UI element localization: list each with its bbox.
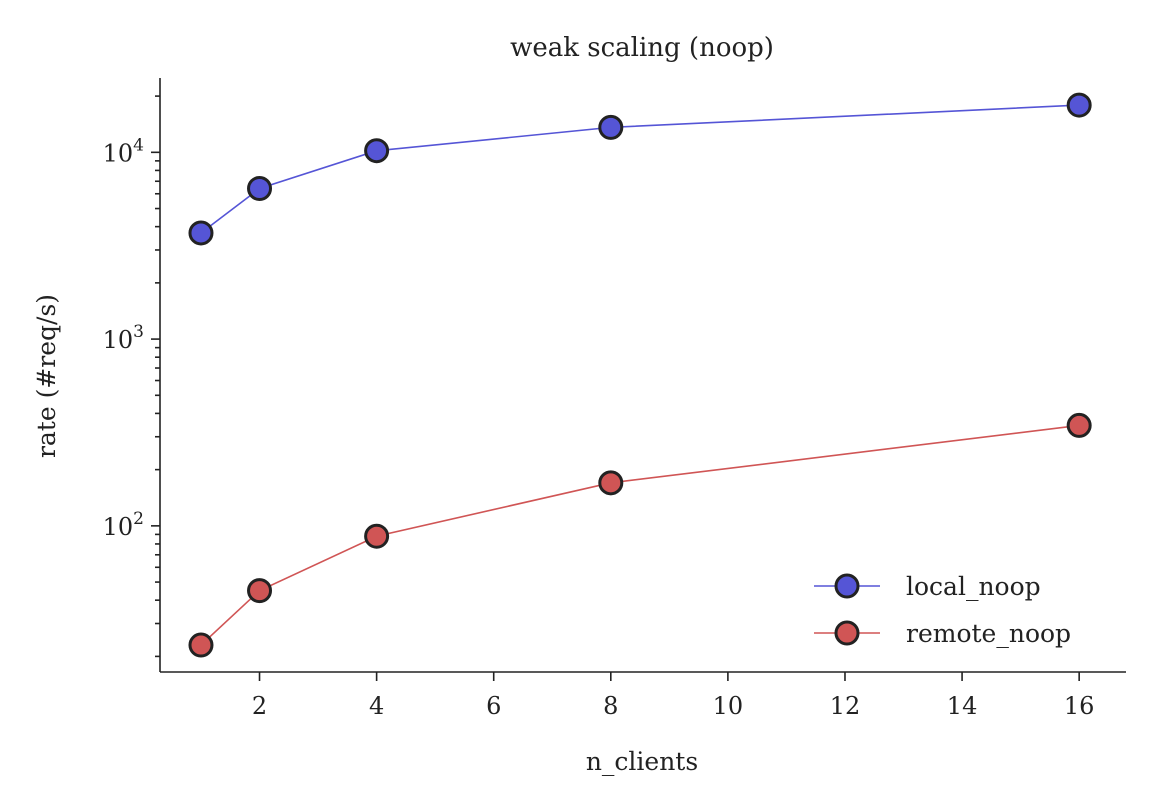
y-tick-base: 10 <box>103 139 134 167</box>
legend: local_noop remote_noop <box>814 572 1071 648</box>
data-point <box>598 470 624 496</box>
series-local_noop <box>188 92 1092 246</box>
data-point <box>1066 92 1092 118</box>
data-point <box>1066 412 1092 438</box>
legend-label: local_noop <box>906 572 1041 601</box>
x-tick-label: 8 <box>603 692 618 720</box>
series-remote_noop <box>188 412 1092 658</box>
y-tick-exponent: 2 <box>133 509 144 529</box>
series-line <box>200 104 1080 234</box>
y-tick-exponent: 3 <box>133 322 144 342</box>
y-tick-label: 104 <box>103 135 144 167</box>
x-tick-label: 14 <box>947 692 978 720</box>
x-tick-label: 16 <box>1064 692 1095 720</box>
y-tick-label: 103 <box>103 322 144 354</box>
legend-entry: remote_noop <box>814 619 1071 648</box>
x-axis-label: n_clients <box>586 747 698 776</box>
x-tick-label: 2 <box>252 692 267 720</box>
data-point <box>247 578 273 604</box>
y-tick-label: 102 <box>103 509 144 541</box>
data-point <box>188 220 214 246</box>
legend-entry: local_noop <box>814 572 1041 601</box>
data-point <box>598 114 624 140</box>
y-tick-base: 10 <box>103 326 134 354</box>
data-point <box>188 632 214 658</box>
y-axis-label: rate (#req/s) <box>32 294 61 458</box>
x-tick-label: 4 <box>369 692 384 720</box>
x-tick-label: 12 <box>830 692 861 720</box>
legend-marker <box>834 620 860 646</box>
data-point <box>364 138 390 164</box>
data-point <box>364 523 390 549</box>
legend-label: remote_noop <box>906 619 1071 648</box>
x-tick-label: 10 <box>713 692 744 720</box>
y-tick-exponent: 4 <box>133 135 144 155</box>
x-tick-label: 6 <box>486 692 501 720</box>
series-layer <box>188 92 1092 658</box>
y-tick-base: 10 <box>103 513 134 541</box>
chart-title: weak scaling (noop) <box>510 33 774 63</box>
series-line <box>200 424 1080 646</box>
legend-marker <box>834 573 860 599</box>
data-point <box>247 176 273 202</box>
